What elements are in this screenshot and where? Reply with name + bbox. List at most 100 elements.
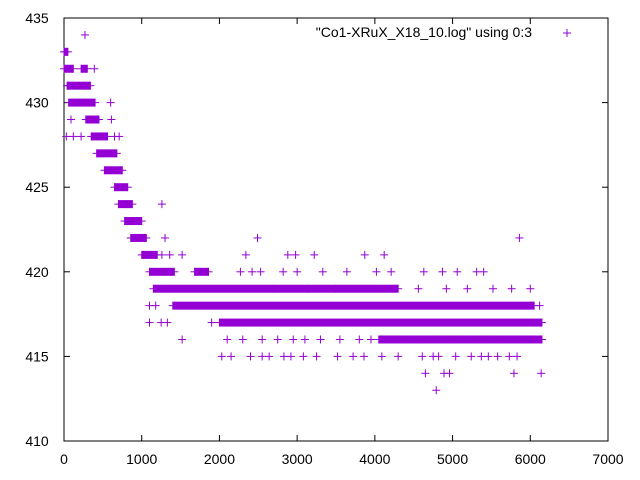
- data-point: [419, 267, 428, 276]
- plot-frame: [63, 17, 609, 442]
- data-point: [60, 64, 68, 73]
- data-point: [238, 335, 247, 344]
- data-point: [77, 132, 86, 141]
- data-point: [258, 352, 267, 361]
- data-point: [414, 284, 423, 293]
- y-tick-label: 410: [25, 433, 49, 449]
- data-point: [80, 81, 89, 90]
- data-point: [331, 284, 340, 293]
- data-point: [81, 115, 90, 124]
- data-point: [499, 335, 508, 344]
- data-point: [163, 318, 172, 327]
- data-point: [236, 267, 245, 276]
- data-point: [374, 335, 383, 344]
- data-point: [335, 335, 344, 344]
- data-point: [513, 352, 522, 361]
- data-point: [451, 352, 460, 361]
- data-point: [463, 284, 472, 293]
- data-point: [241, 250, 250, 259]
- data-point: [488, 284, 497, 293]
- data-point: [246, 352, 255, 361]
- data-point: [100, 166, 109, 175]
- data-point: [248, 267, 257, 276]
- data-point: [178, 250, 187, 259]
- x-axis: 0 1000 2000 3000 4000 5000 6000 7000: [60, 18, 624, 467]
- point-run: [378, 335, 542, 344]
- data-point: [110, 183, 119, 192]
- data-point: [453, 267, 462, 276]
- data-point: [304, 284, 313, 293]
- data-point: [316, 335, 325, 344]
- data-point: [523, 318, 532, 327]
- data-point: [442, 284, 451, 293]
- data-point: [434, 352, 443, 361]
- data-point: [283, 250, 292, 259]
- data-point: [114, 200, 123, 209]
- data-point: [444, 335, 453, 344]
- data-point: [126, 233, 135, 242]
- data-point: [355, 335, 364, 344]
- data-point: [505, 352, 514, 361]
- y-tick-label: 430: [25, 95, 49, 111]
- data-point: [366, 335, 375, 344]
- data-point: [106, 98, 115, 107]
- data-point: [62, 132, 71, 141]
- x-tick-label: 4000: [359, 451, 390, 467]
- data-point: [204, 267, 213, 276]
- data-point: [107, 115, 116, 124]
- data-point: [178, 335, 187, 344]
- data-point: [507, 284, 516, 293]
- data-point: [387, 267, 396, 276]
- point-run: [219, 318, 542, 327]
- data-point: [94, 115, 103, 124]
- data-point: [223, 335, 232, 344]
- data-point: [477, 352, 486, 361]
- data-point: [535, 301, 544, 310]
- data-point: [120, 217, 129, 226]
- data-point: [145, 318, 154, 327]
- data-point: [475, 335, 484, 344]
- data-point: [493, 352, 502, 361]
- point-run: [85, 115, 99, 124]
- data-point: [312, 352, 321, 361]
- data-point: [509, 369, 518, 378]
- data-point: [165, 250, 174, 259]
- point-run: [68, 98, 96, 107]
- x-tick-label: 5000: [437, 451, 468, 467]
- data-point: [479, 267, 488, 276]
- point-run: [96, 149, 117, 158]
- data-point: [258, 335, 267, 344]
- data-point: [273, 335, 282, 344]
- point-run: [172, 301, 535, 310]
- data-point: [394, 352, 403, 361]
- data-point: [537, 318, 546, 327]
- data-point: [318, 267, 327, 276]
- point-run: [194, 267, 209, 276]
- x-tick-label: 1000: [126, 451, 157, 467]
- x-tick-label: 3000: [282, 451, 313, 467]
- point-run: [64, 64, 74, 73]
- data-point: [69, 132, 78, 141]
- data-point: [421, 369, 430, 378]
- data-point: [115, 166, 124, 175]
- point-run: [124, 217, 142, 226]
- data-series: [60, 30, 546, 395]
- data-point: [157, 200, 166, 209]
- data-point: [161, 233, 170, 242]
- data-point: [253, 233, 262, 242]
- data-point: [394, 284, 403, 293]
- y-tick-label: 435: [25, 10, 49, 26]
- data-point: [64, 98, 73, 107]
- data-point: [293, 267, 302, 276]
- data-point: [401, 335, 410, 344]
- data-point: [359, 352, 368, 361]
- data-point: [66, 115, 75, 124]
- legend-entry-label: "Co1-XRuX_X18_10.log" using 0:3: [316, 24, 532, 40]
- data-point: [418, 352, 427, 361]
- data-point: [61, 47, 70, 56]
- data-point: [289, 335, 298, 344]
- data-point: [360, 250, 369, 259]
- point-run: [130, 233, 147, 242]
- data-point: [69, 64, 78, 73]
- data-point: [190, 267, 199, 276]
